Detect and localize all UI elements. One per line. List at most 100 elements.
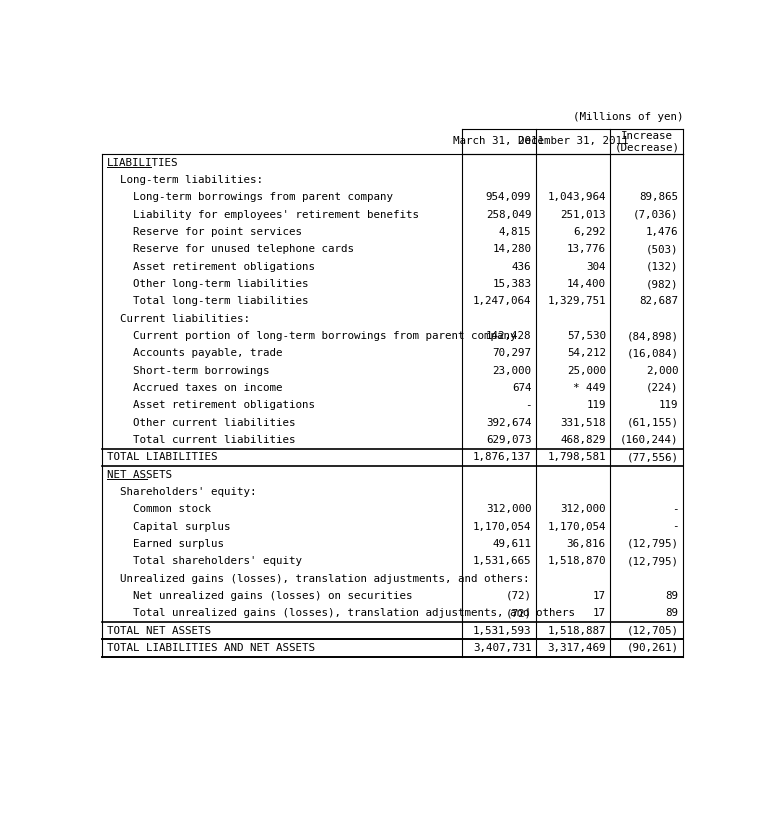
Text: 17: 17 [593, 608, 606, 618]
Text: 13,776: 13,776 [567, 245, 606, 255]
Text: 70,297: 70,297 [493, 348, 532, 358]
Text: 14,280: 14,280 [493, 245, 532, 255]
Text: Shareholders' equity:: Shareholders' equity: [106, 487, 256, 497]
Text: 54,212: 54,212 [567, 348, 606, 358]
Text: 14,400: 14,400 [567, 279, 606, 289]
Text: Reserve for point services: Reserve for point services [106, 227, 302, 237]
Text: Total shareholders' equity: Total shareholders' equity [106, 556, 302, 566]
Text: Total current liabilities: Total current liabilities [106, 435, 295, 445]
Text: March 31, 2011: March 31, 2011 [453, 136, 545, 146]
Text: 392,674: 392,674 [486, 418, 532, 428]
Text: Total long-term liabilities: Total long-term liabilities [106, 296, 308, 306]
Text: 674: 674 [512, 383, 532, 393]
Text: (224): (224) [646, 383, 679, 393]
Text: 25,000: 25,000 [567, 366, 606, 376]
Text: Current portion of long-term borrowings from parent company: Current portion of long-term borrowings … [106, 331, 516, 341]
Text: 1,170,054: 1,170,054 [547, 522, 606, 532]
Text: 3,317,469: 3,317,469 [547, 643, 606, 653]
Text: Accrued taxes on income: Accrued taxes on income [106, 383, 282, 393]
Text: 82,687: 82,687 [640, 296, 679, 306]
Text: (12,795): (12,795) [627, 556, 679, 566]
Text: 6,292: 6,292 [573, 227, 606, 237]
Text: 468,829: 468,829 [560, 435, 606, 445]
Text: 17: 17 [593, 591, 606, 601]
Text: 119: 119 [659, 400, 679, 410]
Text: 3,407,731: 3,407,731 [473, 643, 532, 653]
Text: 57,530: 57,530 [567, 331, 606, 341]
Text: LIABILITIES: LIABILITIES [106, 158, 178, 168]
Text: 251,013: 251,013 [560, 210, 606, 220]
Text: December 31, 2011: December 31, 2011 [518, 136, 628, 146]
Text: 89: 89 [666, 608, 679, 618]
Text: 2,000: 2,000 [646, 366, 679, 376]
Text: 15,383: 15,383 [493, 279, 532, 289]
Text: 312,000: 312,000 [486, 504, 532, 514]
Text: Net unrealized gains (losses) on securities: Net unrealized gains (losses) on securit… [106, 591, 412, 601]
Text: Common stock: Common stock [106, 504, 211, 514]
Text: (61,155): (61,155) [627, 418, 679, 428]
Text: Total unrealized gains (losses), translation adjustments, and others: Total unrealized gains (losses), transla… [106, 608, 574, 618]
Text: -: - [525, 400, 532, 410]
Text: 1,876,137: 1,876,137 [473, 453, 532, 463]
Text: 89,865: 89,865 [640, 192, 679, 202]
Text: TOTAL LIABILITIES AND NET ASSETS: TOTAL LIABILITIES AND NET ASSETS [106, 643, 315, 653]
Text: -: - [672, 504, 679, 514]
Text: Reserve for unused telephone cards: Reserve for unused telephone cards [106, 245, 354, 255]
Text: 258,049: 258,049 [486, 210, 532, 220]
Text: 1,518,887: 1,518,887 [547, 625, 606, 635]
Text: 142,428: 142,428 [486, 331, 532, 341]
Text: 1,531,665: 1,531,665 [473, 556, 532, 566]
Text: 1,170,054: 1,170,054 [473, 522, 532, 532]
Text: 49,611: 49,611 [493, 539, 532, 549]
Text: (12,795): (12,795) [627, 539, 679, 549]
Text: 629,073: 629,073 [486, 435, 532, 445]
Text: 1,247,064: 1,247,064 [473, 296, 532, 306]
Text: Earned surplus: Earned surplus [106, 539, 224, 549]
Text: 4,815: 4,815 [499, 227, 532, 237]
Text: (77,556): (77,556) [627, 453, 679, 463]
Text: Increase
(Decrease): Increase (Decrease) [614, 130, 679, 152]
Text: Other current liabilities: Other current liabilities [106, 418, 295, 428]
Text: Unrealized gains (losses), translation adjustments, and others:: Unrealized gains (losses), translation a… [106, 574, 529, 584]
Text: 436: 436 [512, 261, 532, 271]
Text: 1,798,581: 1,798,581 [547, 453, 606, 463]
Text: 304: 304 [586, 261, 606, 271]
Text: Liability for employees' retirement benefits: Liability for employees' retirement bene… [106, 210, 418, 220]
Text: 1,043,964: 1,043,964 [547, 192, 606, 202]
Text: (72): (72) [506, 608, 532, 618]
Text: (16,084): (16,084) [627, 348, 679, 358]
Text: 1,518,870: 1,518,870 [547, 556, 606, 566]
Text: 1,476: 1,476 [646, 227, 679, 237]
Text: (132): (132) [646, 261, 679, 271]
Text: Asset retirement obligations: Asset retirement obligations [106, 400, 315, 410]
Text: Capital surplus: Capital surplus [106, 522, 230, 532]
Text: 954,099: 954,099 [486, 192, 532, 202]
Text: Long-term liabilities:: Long-term liabilities: [106, 175, 263, 185]
Text: (90,261): (90,261) [627, 643, 679, 653]
Text: 312,000: 312,000 [560, 504, 606, 514]
Text: 89: 89 [666, 591, 679, 601]
Text: Short-term borrowings: Short-term borrowings [106, 366, 269, 376]
Text: Accounts payable, trade: Accounts payable, trade [106, 348, 282, 358]
Text: 331,518: 331,518 [560, 418, 606, 428]
Text: (982): (982) [646, 279, 679, 289]
Text: 36,816: 36,816 [567, 539, 606, 549]
Text: (160,244): (160,244) [620, 435, 679, 445]
Text: 1,329,751: 1,329,751 [547, 296, 606, 306]
Text: TOTAL LIABILITIES: TOTAL LIABILITIES [106, 453, 217, 463]
Text: 23,000: 23,000 [493, 366, 532, 376]
Text: TOTAL NET ASSETS: TOTAL NET ASSETS [106, 625, 211, 635]
Text: Long-term borrowings from parent company: Long-term borrowings from parent company [106, 192, 393, 202]
Text: 1,531,593: 1,531,593 [473, 625, 532, 635]
Text: NET ASSETS: NET ASSETS [106, 469, 172, 479]
Text: (12,705): (12,705) [627, 625, 679, 635]
Text: Other long-term liabilities: Other long-term liabilities [106, 279, 308, 289]
Text: (7,036): (7,036) [633, 210, 679, 220]
Text: (503): (503) [646, 245, 679, 255]
Text: Asset retirement obligations: Asset retirement obligations [106, 261, 315, 271]
Text: -: - [672, 522, 679, 532]
Text: (Millions of yen): (Millions of yen) [573, 112, 683, 122]
Text: (84,898): (84,898) [627, 331, 679, 341]
Text: 119: 119 [586, 400, 606, 410]
Text: Current liabilities:: Current liabilities: [106, 314, 250, 324]
